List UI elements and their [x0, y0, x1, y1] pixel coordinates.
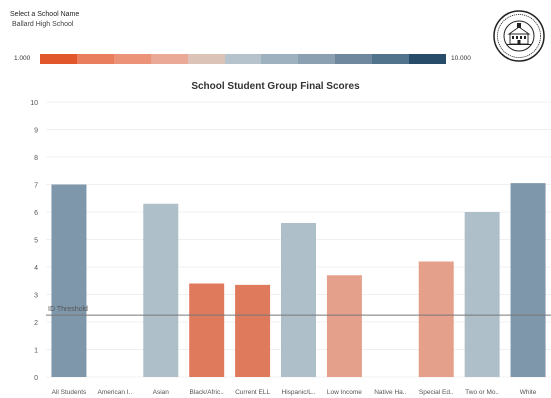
school-district-seal-icon — [493, 10, 545, 62]
bar — [464, 212, 500, 377]
threshold-label: ID Threshold — [48, 306, 88, 313]
legend-swatch — [76, 54, 114, 64]
bar — [418, 261, 454, 377]
x-tick-label: Native Ha.. — [374, 389, 406, 396]
x-tick-label: Hispanic/L.. — [282, 389, 316, 396]
y-tick-label: 1 — [34, 348, 38, 355]
x-tick-label: Black/Afric.. — [190, 389, 225, 396]
legend-swatch — [224, 54, 262, 64]
legend-swatch — [298, 54, 336, 64]
bar — [189, 283, 225, 377]
x-tick-label: American I.. — [98, 389, 133, 396]
y-tick-label: 8 — [34, 155, 38, 162]
legend-swatch — [335, 54, 373, 64]
x-tick-label: Low Income — [327, 389, 362, 396]
legend-swatch — [40, 54, 77, 64]
bar — [281, 223, 316, 377]
x-tick-label: White — [520, 389, 537, 396]
y-tick-label: 5 — [34, 238, 38, 245]
x-tick-label: Current ELL — [235, 389, 270, 396]
filter-label: Select a School Name — [10, 11, 80, 18]
y-tick-label: 9 — [34, 128, 38, 135]
legend-color-ramp — [40, 54, 446, 64]
chart-title: School Student Group Final Scores — [191, 81, 360, 92]
y-tick-label: 6 — [34, 210, 38, 217]
x-tick-label: Two or Mo.. — [465, 389, 499, 396]
bar — [51, 184, 87, 377]
legend-swatch — [372, 54, 410, 64]
y-tick-label: 3 — [34, 293, 38, 300]
x-tick-label: Asian — [153, 389, 170, 396]
x-tick-label: All Students — [52, 389, 87, 396]
bar — [235, 284, 271, 377]
legend-min-label: 1.000 — [14, 55, 31, 62]
y-tick-label: 0 — [34, 375, 38, 382]
bar — [326, 275, 362, 377]
legend-swatch — [113, 54, 151, 64]
legend-max-label: 10.000 — [451, 55, 471, 62]
y-tick-label: 4 — [34, 265, 38, 272]
legend-swatch — [409, 54, 446, 64]
x-tick-label: Special Ed.. — [419, 389, 454, 396]
filter-value[interactable]: Ballard High School — [12, 21, 74, 28]
legend-swatch — [150, 54, 188, 64]
bar — [143, 203, 179, 377]
legend-swatch — [261, 54, 299, 64]
bar — [510, 183, 546, 377]
y-tick-label: 7 — [34, 183, 38, 190]
legend-swatch — [187, 54, 225, 64]
y-tick-label: 2 — [34, 320, 38, 327]
y-tick-label: 10 — [30, 100, 38, 107]
